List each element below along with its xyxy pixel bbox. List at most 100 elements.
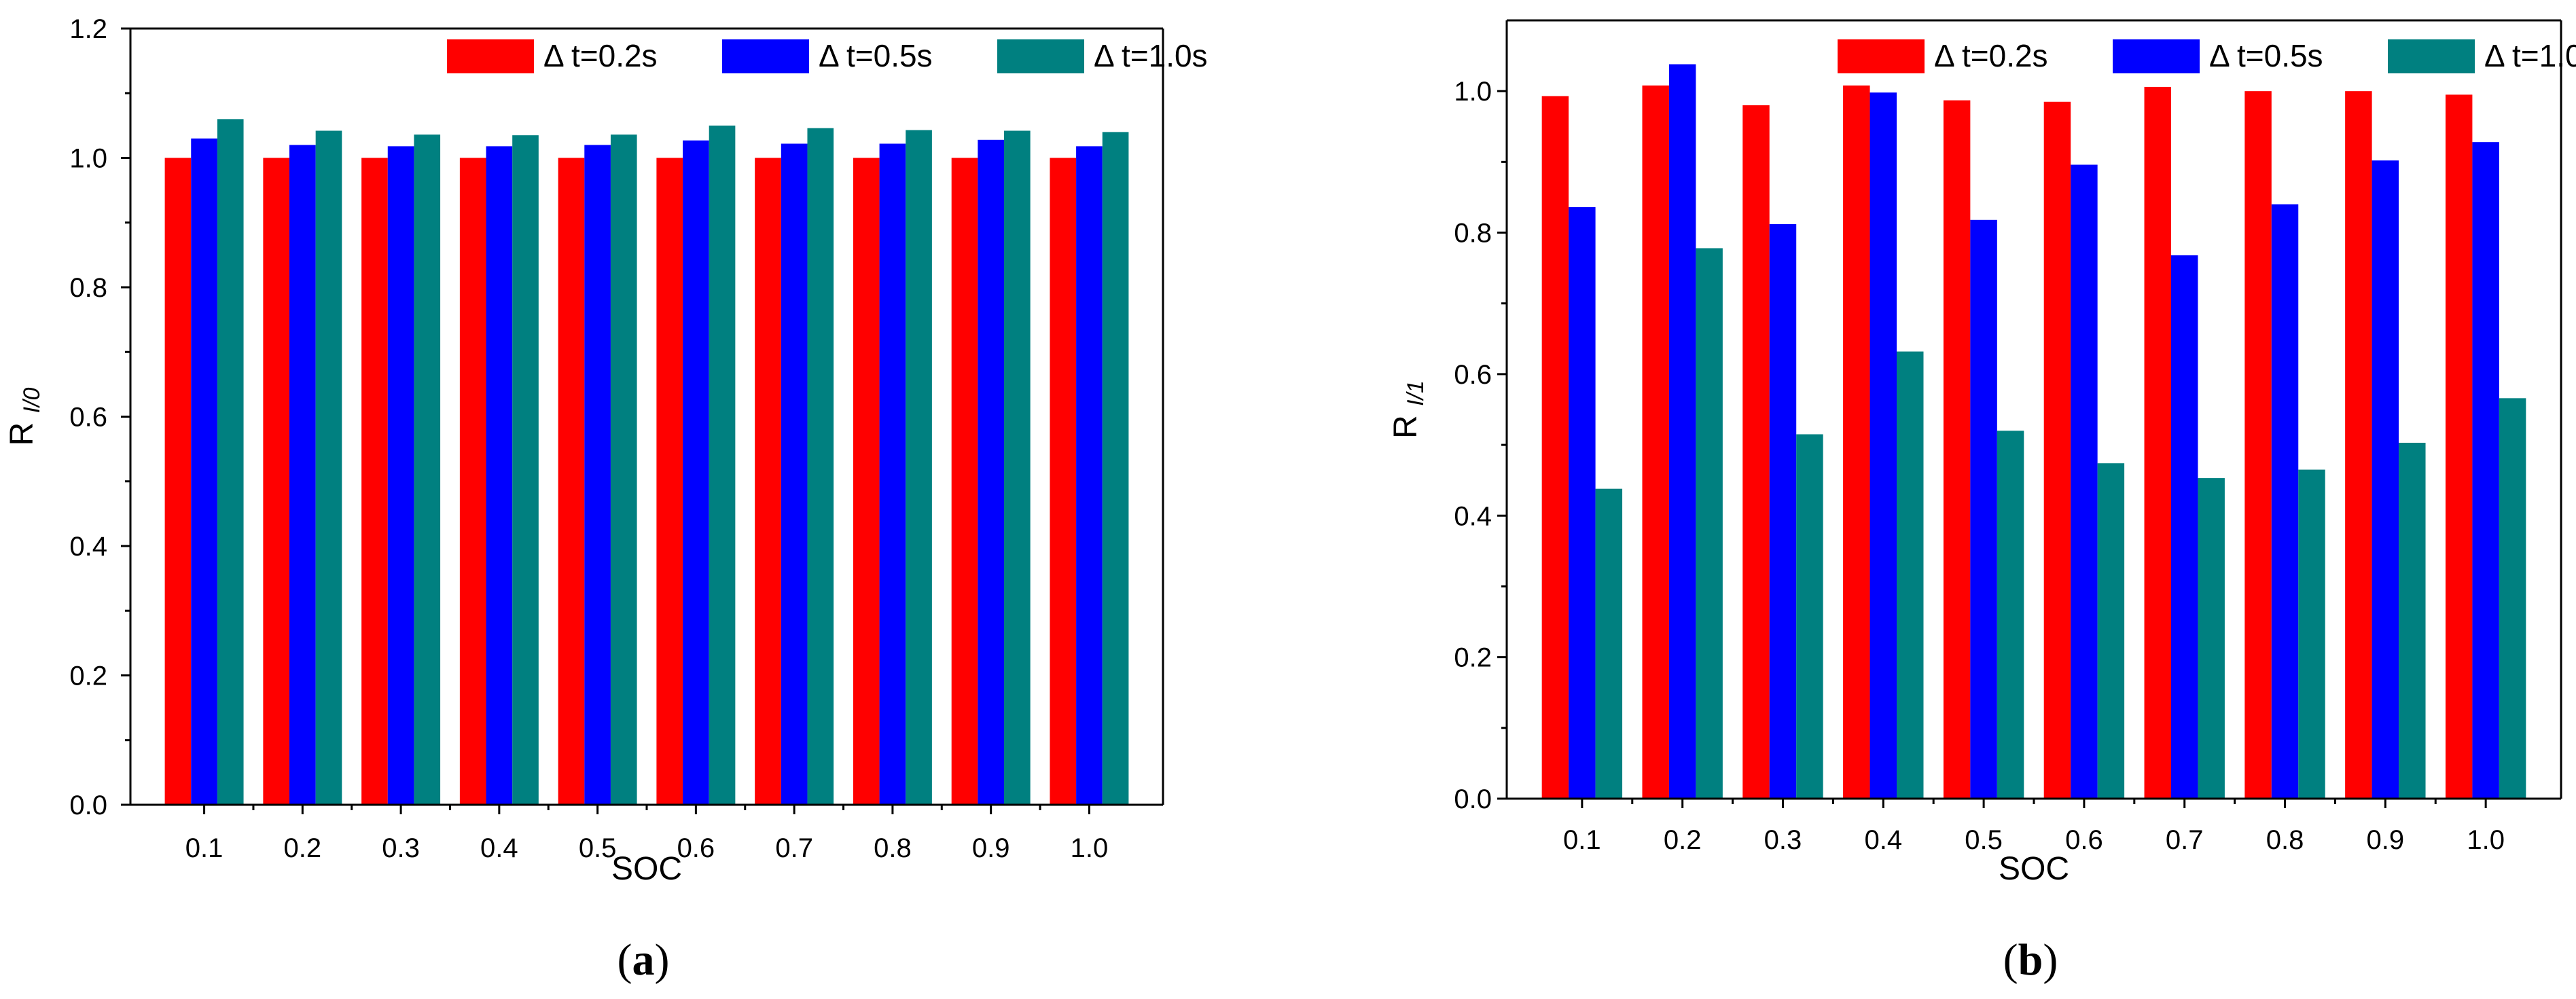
panel-a-bar-series1-0.3 — [361, 158, 388, 805]
panel-a-y-axis-title: R I/0 — [4, 388, 45, 446]
panel-a-bar-series2-1.0 — [1076, 146, 1103, 805]
panel-a-bar-series2-0.2 — [289, 145, 316, 805]
panel-b-legend-swatch-1 — [1838, 39, 1925, 73]
panel-a-bar-series2-0.3 — [387, 146, 414, 805]
panel-b-bar-series2-0.8 — [2271, 204, 2299, 799]
panel-b-bar-series2-0.5 — [1970, 219, 1997, 799]
panel-a-bar-series3-0.8 — [906, 130, 932, 805]
panel-a-legend-label-1: Δ t=0.2s — [543, 38, 658, 73]
panel-a-y-axis-title-main: R — [4, 413, 40, 446]
panel-b-bar-series3-0.4 — [1897, 351, 1924, 799]
panel-b-xtick-label-0.1: 0.1 — [1563, 825, 1601, 855]
panel-a-bar-series2-0.8 — [879, 143, 906, 805]
panel-a-ytick-label-0.2: 0.2 — [69, 661, 107, 691]
panel-b-bar-series2-0.6 — [2071, 164, 2098, 799]
panel-b-xtick-label-0.4: 0.4 — [1864, 825, 1902, 855]
panel-b-bar-series1-0.7 — [2144, 86, 2171, 799]
panel-a-xtick-label-0.7: 0.7 — [775, 833, 813, 863]
panel-a-bar-series3-0.6 — [709, 125, 736, 805]
panel-a-bar-series3-0.4 — [512, 135, 539, 805]
panel-a-bar-series1-0.6 — [656, 158, 683, 805]
panel-b-bar-series3-0.6 — [2097, 463, 2125, 799]
panel-b-bar-series1-0.8 — [2244, 91, 2272, 799]
panel-b-ytick-label-0.8: 0.8 — [1454, 219, 1492, 249]
panel-b-bar-series2-0.3 — [1769, 224, 1797, 799]
panel-a-legend-label-2: Δ t=0.5s — [819, 38, 933, 73]
panel-b-bar-series3-0.7 — [2198, 478, 2225, 799]
panel-b-x-axis-title: SOC — [1999, 851, 2069, 887]
panel-a-bar-series3-0.9 — [1003, 130, 1031, 805]
panel-b-ytick-label-0.4: 0.4 — [1454, 501, 1492, 531]
panel-b-legend-label-1: Δ t=0.2s — [1934, 38, 2048, 73]
panel-b-xtick-label-0.9: 0.9 — [2367, 825, 2405, 855]
panel-a-caption-letter: a — [632, 935, 655, 985]
panel-b-ytick-label-0.2: 0.2 — [1454, 643, 1492, 673]
panel-b-xtick-label-0.8: 0.8 — [2266, 825, 2304, 855]
panel-b-bar-series3-0.1 — [1595, 488, 1623, 799]
panel-a-bar-series1-0.1 — [164, 158, 192, 805]
panel-a-bar-series3-0.3 — [414, 134, 441, 805]
panel-a-bar-series1-0.7 — [755, 158, 781, 805]
panel-a-ytick-label-0.8: 0.8 — [69, 273, 107, 303]
panel-a-y-axis-title-sub: I/0 — [19, 388, 45, 414]
panel-b-bar-series3-0.3 — [1796, 434, 1823, 799]
panel-b-bar-series3-0.9 — [2399, 442, 2426, 799]
panel-b-xtick-label-0.5: 0.5 — [1965, 825, 2003, 855]
panel-b-bar-series2-0.4 — [1870, 92, 1897, 799]
panel-a-bar-series3-1.0 — [1102, 132, 1129, 805]
panel-a-caption: (a) — [618, 935, 670, 985]
panel-a-bar-series2-0.1 — [191, 138, 217, 805]
panel-b-bar-series2-1.0 — [2472, 142, 2499, 799]
panel-b-ytick-label-0.0: 0.0 — [1454, 784, 1492, 814]
panel-b-bar-series2-0.2 — [1668, 64, 1696, 799]
panel-b-bar-series2-0.7 — [2170, 255, 2198, 799]
panel-b-y-axis-title: R I/1 — [1388, 380, 1429, 439]
panel-a-bar-series2-0.4 — [486, 146, 513, 805]
panel-b-y-axis-title-main: R — [1388, 406, 1424, 439]
panel-b-caption: (b) — [2003, 935, 2058, 985]
panel-b-bar-series1-0.3 — [1742, 105, 1770, 799]
panel-b-legend-label-3: Δ t=1.0s — [2484, 38, 2576, 73]
panel-a-bar-series2-0.6 — [683, 140, 709, 805]
chart-panel-a: 0.0 0.2 0.4 0.6 0.8 1.0 1.2 0.1 0.2 0.3 0.4 0.5 0.6 0… — [4, 14, 1208, 985]
panel-a-bar-series1-0.5 — [558, 158, 585, 805]
panel-b-bar-series1-0.2 — [1642, 85, 1669, 799]
panel-b-bar-series1-0.9 — [2345, 91, 2372, 799]
panel-a-ytick-label-0.6: 0.6 — [69, 403, 107, 433]
panel-a-ytick-label-1.0: 1.0 — [69, 144, 107, 174]
panel-a-xtick-label-0.4: 0.4 — [480, 833, 518, 863]
panel-b-ytick-label-0.6: 0.6 — [1454, 360, 1492, 390]
panel-a-ytick-label-0.4: 0.4 — [69, 532, 107, 562]
panel-b-caption-close: ) — [2043, 935, 2058, 985]
panel-b-xtick-label-0.3: 0.3 — [1764, 825, 1802, 855]
panel-b-xtick-label-0.2: 0.2 — [1664, 825, 1702, 855]
panel-a-x-axis-title: SOC — [611, 851, 682, 887]
panel-b-bar-series1-0.5 — [1943, 100, 1971, 799]
panel-a-bar-series1-0.2 — [263, 158, 290, 805]
panel-b-legend-swatch-2 — [2113, 39, 2200, 73]
panel-b-caption-letter: b — [2018, 935, 2043, 985]
panel-b-bar-series1-0.6 — [2043, 101, 2071, 799]
panel-a-xtick-label-0.9: 0.9 — [972, 833, 1010, 863]
panel-a-xtick-label-0.1: 0.1 — [185, 833, 223, 863]
panel-a-bar-series3-0.5 — [610, 134, 637, 805]
panel-a-xtick-label-0.8: 0.8 — [874, 833, 912, 863]
panel-b-legend-swatch-3 — [2388, 39, 2475, 73]
panel-b-xtick-label-0.7: 0.7 — [2166, 825, 2204, 855]
chart-panel-b: 0.0 0.2 0.4 0.6 0.8 1.0 0.1 0.2 0.3 0.4 0.5 0.6 0.7 0… — [1388, 19, 2576, 985]
panel-a-xtick-label-0.2: 0.2 — [284, 833, 322, 863]
panel-a-bar-series3-0.1 — [217, 119, 244, 805]
panel-a-legend-swatch-1 — [447, 39, 534, 73]
panel-a-xtick-label-0.6: 0.6 — [677, 833, 715, 863]
panel-a-bar-series1-0.9 — [951, 158, 978, 805]
panel-a-caption-open: ( — [618, 935, 632, 985]
panel-a-ytick-label-1.2: 1.2 — [69, 14, 107, 44]
panel-a-legend-swatch-2 — [722, 39, 809, 73]
panel-b-bar-series1-0.4 — [1843, 85, 1870, 799]
panel-a-xtick-label-0.5: 0.5 — [579, 833, 617, 863]
panel-b-bar-series1-1.0 — [2445, 94, 2473, 799]
panel-b-bar-series2-0.1 — [1569, 207, 1596, 799]
panel-b-bar-series2-0.9 — [2372, 160, 2399, 799]
panel-b-bar-series3-0.8 — [2298, 469, 2325, 799]
